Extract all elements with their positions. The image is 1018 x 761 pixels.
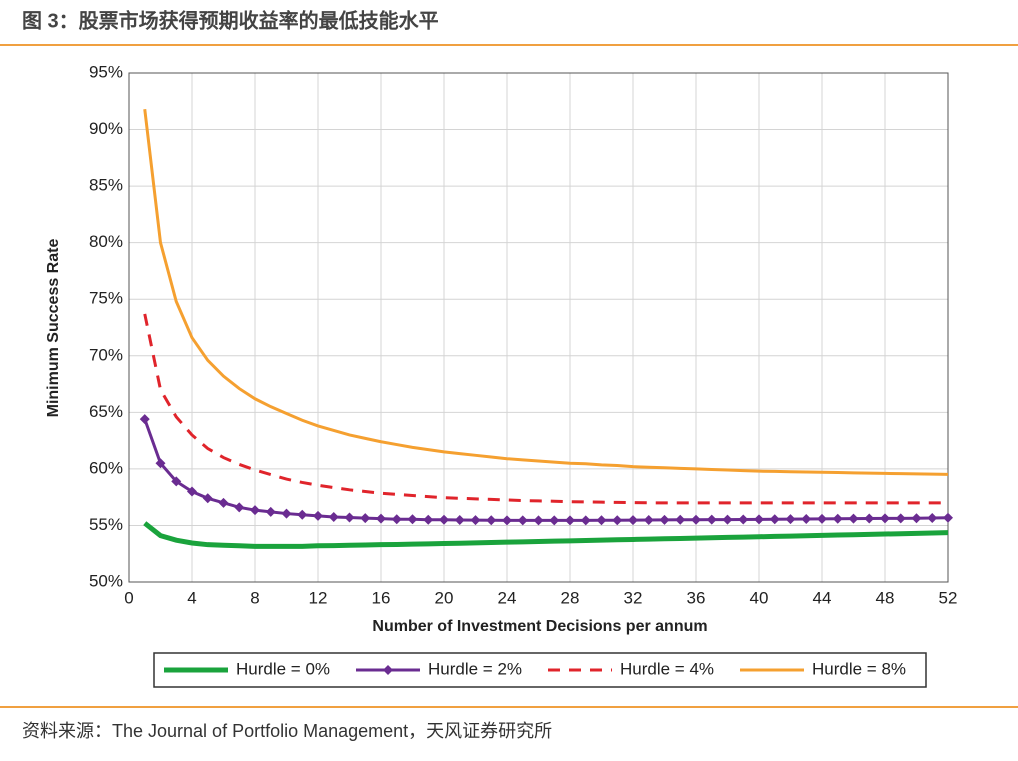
data-point bbox=[864, 513, 875, 524]
data-point bbox=[675, 514, 686, 525]
data-point bbox=[234, 502, 245, 513]
y-tick-label: 80% bbox=[89, 232, 123, 251]
x-tick-label: 52 bbox=[939, 588, 958, 607]
series-line bbox=[143, 109, 949, 476]
data-point bbox=[344, 512, 355, 523]
x-tick-label: 28 bbox=[561, 588, 580, 607]
series-line bbox=[143, 521, 949, 549]
data-point bbox=[895, 513, 906, 524]
data-point bbox=[801, 513, 812, 524]
data-point bbox=[202, 493, 213, 504]
data-point bbox=[565, 515, 575, 526]
y-tick-label: 55% bbox=[89, 515, 123, 534]
source-note: 资料来源：The Journal of Portfolio Management… bbox=[22, 721, 552, 741]
y-tick-label: 50% bbox=[89, 571, 123, 590]
data-point bbox=[470, 515, 481, 526]
y-tick-label: 65% bbox=[89, 402, 123, 421]
x-axis-title: Number of Investment Decisions per annum bbox=[372, 618, 707, 635]
data-point bbox=[407, 514, 418, 525]
x-tick-label: 24 bbox=[498, 588, 517, 607]
x-tick-label: 40 bbox=[750, 588, 769, 607]
legend-marker bbox=[383, 665, 393, 675]
data-point bbox=[738, 514, 749, 525]
y-axis-title: Minimum Success Rate bbox=[45, 239, 62, 418]
data-point bbox=[848, 513, 859, 524]
x-tick-label: 16 bbox=[372, 588, 391, 607]
data-point bbox=[817, 513, 827, 524]
data-point bbox=[706, 514, 717, 525]
data-point bbox=[943, 512, 953, 523]
data-point bbox=[454, 515, 465, 526]
x-tick-label: 4 bbox=[187, 588, 196, 607]
data-point bbox=[187, 486, 197, 497]
x-tick-label: 44 bbox=[813, 588, 832, 607]
data-point bbox=[643, 515, 654, 526]
x-tick-label: 20 bbox=[435, 588, 454, 607]
data-point bbox=[360, 513, 371, 524]
data-point bbox=[328, 511, 339, 522]
data-point bbox=[218, 497, 229, 508]
x-tick-label: 8 bbox=[250, 588, 259, 607]
series-line bbox=[143, 313, 948, 505]
x-tick-label: 36 bbox=[687, 588, 706, 607]
data-point bbox=[391, 514, 402, 525]
data-point bbox=[596, 515, 607, 526]
data-point bbox=[628, 515, 638, 526]
y-tick-label: 70% bbox=[89, 345, 123, 364]
data-point bbox=[439, 514, 449, 525]
data-point bbox=[250, 505, 260, 516]
data-point bbox=[754, 514, 764, 525]
data-point bbox=[580, 515, 591, 526]
data-point bbox=[549, 515, 560, 526]
data-point bbox=[832, 513, 843, 524]
legend-label: Hurdle = 0% bbox=[236, 659, 330, 678]
data-point bbox=[281, 508, 292, 519]
series-line bbox=[143, 418, 949, 522]
x-tick-label: 0 bbox=[124, 588, 133, 607]
data-point bbox=[517, 515, 528, 526]
data-point bbox=[376, 513, 386, 524]
data-point bbox=[297, 509, 308, 520]
legend-label: Hurdle = 4% bbox=[620, 659, 714, 678]
data-point bbox=[691, 514, 701, 525]
data-point bbox=[155, 458, 166, 469]
x-tick-label: 32 bbox=[624, 588, 643, 607]
data-point bbox=[139, 414, 150, 425]
x-tick-label: 48 bbox=[876, 588, 895, 607]
legend-label: Hurdle = 2% bbox=[428, 659, 522, 678]
data-point bbox=[880, 513, 890, 524]
figure-title: 图 3：股票市场获得预期收益率的最低技能水平 bbox=[22, 8, 439, 32]
data-point bbox=[502, 515, 512, 526]
y-tick-label: 95% bbox=[89, 62, 123, 81]
x-tick-label: 12 bbox=[309, 588, 328, 607]
data-point bbox=[313, 510, 323, 521]
data-point bbox=[769, 514, 780, 525]
data-point bbox=[486, 515, 497, 526]
data-point bbox=[659, 514, 670, 525]
data-point bbox=[612, 515, 623, 526]
legend-label: Hurdle = 8% bbox=[812, 659, 906, 678]
data-point bbox=[911, 513, 922, 524]
data-point bbox=[533, 515, 544, 526]
y-tick-label: 85% bbox=[89, 176, 123, 195]
data-point bbox=[171, 476, 182, 487]
y-tick-label: 90% bbox=[89, 119, 123, 138]
data-point bbox=[785, 514, 796, 525]
data-point bbox=[265, 506, 276, 517]
plot-frame bbox=[128, 72, 949, 583]
y-tick-label: 60% bbox=[89, 458, 123, 477]
y-tick-label: 75% bbox=[89, 289, 123, 308]
data-point bbox=[423, 514, 434, 525]
data-point bbox=[927, 512, 938, 523]
data-point bbox=[722, 514, 733, 525]
